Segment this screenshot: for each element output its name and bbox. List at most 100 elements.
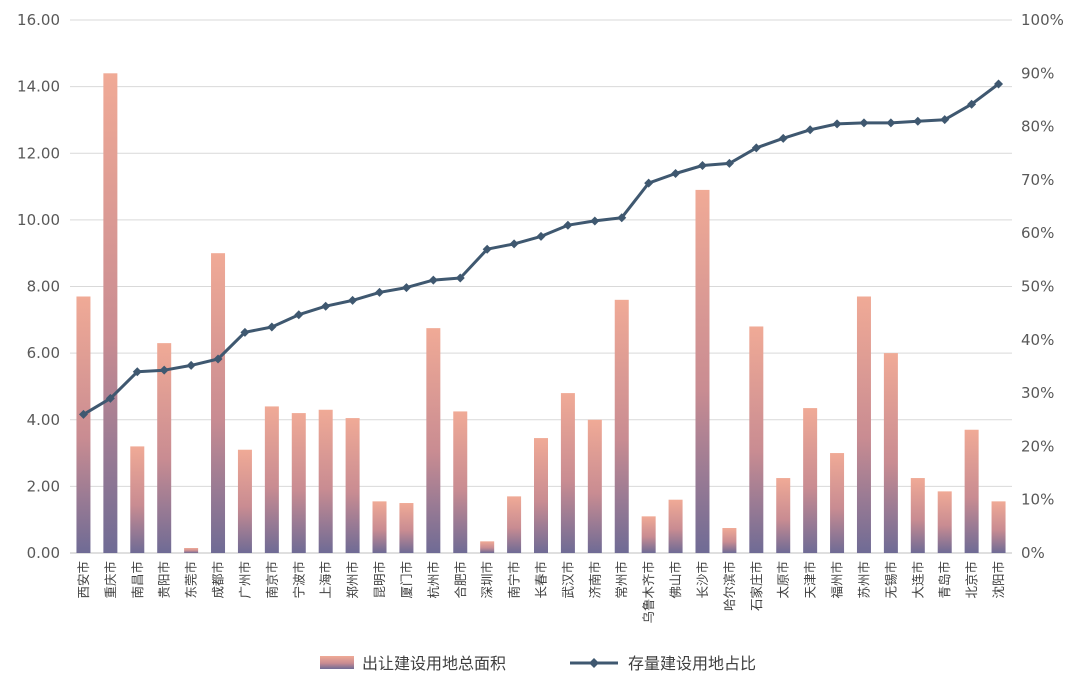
line-point: [240, 327, 250, 337]
bar: [534, 438, 548, 553]
left-tick-label: 0.00: [27, 544, 60, 562]
line-point: [321, 301, 331, 311]
line-point: [886, 118, 896, 128]
category-axis: 西安市 重庆市 南昌市 贵阳市 东莞市 成都市 广州市 南京市 宁波市 上海市 郑州市 昆明市 厦门市杭…: [76, 561, 1006, 624]
category-label: 太原市: [776, 561, 791, 599]
right-tick-label: 70%: [1021, 171, 1054, 189]
line-point: [671, 169, 681, 179]
category-label: 武汉市: [560, 561, 575, 599]
category-label: 天津市: [803, 561, 818, 599]
category-label: 大连市: [910, 561, 925, 599]
bar: [749, 326, 764, 553]
line-point: [536, 231, 546, 241]
category-label: 贵阳市: [157, 561, 172, 599]
right-y-axis: 0% 10% 20% 30% 40% 50% 60% 70% 80% 90% 100%: [1021, 11, 1064, 562]
right-tick-label: 30%: [1021, 384, 1054, 402]
right-tick-label: 80%: [1021, 118, 1054, 136]
line-point: [751, 143, 761, 153]
line-point: [940, 115, 950, 125]
category-label: 沈阳市: [991, 561, 1006, 599]
bar: [426, 328, 441, 553]
bar: [237, 449, 252, 553]
category-label: 宁波市: [291, 561, 306, 599]
category-label: 长春市: [534, 561, 549, 599]
line-point: [994, 79, 1004, 89]
left-tick-label: 4.00: [27, 411, 60, 429]
category-label: 济南市: [587, 561, 602, 599]
category-label: 福州市: [830, 561, 845, 599]
bar: [291, 413, 306, 553]
line-point: [294, 310, 304, 320]
category-label: 苏州市: [856, 561, 871, 599]
bar: [399, 503, 414, 553]
bar: [103, 73, 118, 554]
line-point: [375, 287, 385, 297]
category-label: 南京市: [264, 561, 279, 599]
category-label: 广州市: [237, 561, 252, 599]
legend-label-line: 存量建设用地占比: [628, 654, 756, 673]
bar-series: [76, 73, 1006, 554]
left-y-axis: 0.00 2.00 4.00 6.00 8.00 10.00 12.00 14.00 16.00: [17, 11, 60, 562]
line-point: [724, 158, 734, 168]
bar: [910, 478, 925, 553]
category-label: 石家庄市: [749, 561, 764, 611]
category-label: 北京市: [964, 561, 979, 599]
left-tick-label: 14.00: [17, 78, 60, 96]
legend-swatch-bar: [320, 656, 354, 669]
bar: [480, 541, 495, 553]
line-point: [778, 133, 788, 143]
bar: [184, 548, 199, 553]
bar: [76, 296, 91, 553]
line-point: [482, 244, 492, 254]
bar: [264, 406, 279, 553]
right-tick-label: 20%: [1021, 437, 1054, 455]
category-label: 佛山市: [668, 561, 683, 599]
bar: [803, 408, 818, 553]
category-label: 南昌市: [130, 561, 145, 599]
bar: [318, 409, 333, 553]
category-label: 昆明市: [372, 561, 387, 599]
line-point: [913, 116, 923, 126]
right-tick-label: 90%: [1021, 64, 1054, 82]
line-point: [78, 409, 88, 419]
line-point: [159, 365, 169, 375]
category-label: 哈尔滨市: [722, 561, 737, 611]
bar: [614, 299, 629, 553]
left-tick-label: 12.00: [17, 144, 60, 162]
bar: [345, 418, 360, 553]
category-label: 杭州市: [426, 561, 441, 599]
bar: [372, 501, 387, 553]
bar: [695, 189, 710, 554]
bar: [722, 528, 737, 553]
right-tick-label: 100%: [1021, 11, 1064, 29]
line-point: [563, 220, 573, 230]
bar: [130, 446, 145, 553]
bar: [211, 253, 226, 553]
bar: [453, 411, 468, 553]
right-tick-label: 10%: [1021, 491, 1054, 509]
legend: 出让建设用地总面积 存量建设用地占比: [320, 654, 756, 673]
bar: [883, 353, 898, 553]
right-tick-label: 0%: [1021, 544, 1045, 562]
bar: [587, 419, 602, 553]
right-tick-label: 40%: [1021, 331, 1054, 349]
line-point: [186, 360, 196, 370]
line-point: [967, 99, 977, 109]
category-label: 东莞市: [184, 561, 199, 599]
category-label: 成都市: [211, 561, 226, 599]
left-tick-label: 2.00: [27, 477, 60, 495]
line-point: [267, 322, 277, 332]
bar: [776, 478, 791, 553]
bar: [507, 496, 522, 553]
legend-swatch-marker: [589, 658, 599, 668]
bar: [937, 491, 952, 553]
bar: [560, 393, 575, 553]
right-tick-label: 50%: [1021, 278, 1054, 296]
line-series: [78, 79, 1004, 419]
line-point: [590, 216, 600, 226]
category-label: 常州市: [614, 561, 629, 599]
bar: [856, 296, 871, 553]
bar: [157, 343, 172, 553]
